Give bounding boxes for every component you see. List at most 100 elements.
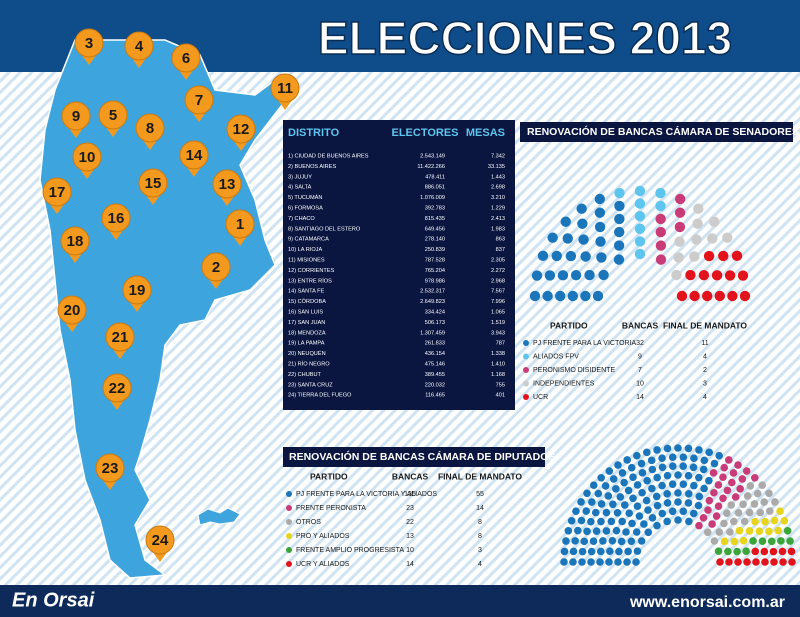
- seat: [684, 444, 693, 453]
- seat: [591, 508, 600, 517]
- table-cell: 10) LA RIOJA: [288, 247, 322, 253]
- seat: [653, 521, 661, 530]
- seat: [710, 459, 719, 468]
- seat: [634, 236, 646, 247]
- legend-ending: 4: [703, 353, 707, 360]
- seat: [598, 269, 609, 281]
- seat: [624, 547, 632, 556]
- pin: [270, 73, 300, 103]
- seat: [565, 250, 577, 262]
- legend-header: BANCAS: [622, 320, 659, 330]
- seat: [594, 489, 603, 498]
- legend-seats: 22: [406, 519, 414, 526]
- seat: [614, 213, 625, 225]
- seat: [674, 193, 686, 205]
- legend-header: PARTIDO: [550, 320, 588, 330]
- seat: [735, 526, 744, 535]
- table-header: DISTRITO: [288, 127, 340, 139]
- seat: [730, 517, 738, 526]
- seat: [634, 185, 646, 197]
- seat: [560, 547, 569, 556]
- pin-label: 15: [145, 175, 162, 192]
- seat: [685, 269, 696, 281]
- legend-ending: 8: [478, 533, 482, 540]
- seat: [736, 485, 744, 493]
- pin-label: 22: [109, 380, 126, 397]
- seat: [709, 469, 718, 477]
- seat: [629, 494, 637, 503]
- seat: [578, 558, 586, 566]
- table-cell: 1.065: [491, 309, 505, 315]
- seat: [755, 527, 764, 535]
- seat: [700, 456, 709, 465]
- seat: [609, 500, 617, 509]
- pin-label: 8: [146, 120, 154, 137]
- seat: [643, 476, 651, 485]
- seat: [679, 507, 688, 516]
- seat: [774, 526, 782, 535]
- seat: [560, 216, 571, 227]
- seat: [700, 484, 708, 493]
- islands: [197, 507, 241, 526]
- seat: [655, 226, 666, 238]
- seat: [731, 493, 740, 501]
- seat: [643, 448, 651, 457]
- pin-label: 2: [212, 259, 220, 276]
- seat: [640, 520, 648, 528]
- table-cell: 7.996: [491, 299, 505, 305]
- seat: [583, 527, 591, 536]
- seat: [597, 473, 605, 482]
- seat: [705, 476, 713, 485]
- table-cell: 389.455: [425, 372, 445, 378]
- table-cell: 22) CHUBUT: [288, 372, 322, 378]
- seat: [690, 481, 698, 490]
- table-cell: 436.154: [425, 351, 445, 357]
- pin-label: 23: [102, 460, 119, 477]
- seat: [743, 492, 752, 500]
- seat: [633, 502, 642, 510]
- seat: [703, 528, 712, 537]
- seat: [596, 252, 607, 263]
- seat: [705, 448, 713, 457]
- table-cell: 7) CHACO: [288, 216, 315, 222]
- seat: [594, 193, 606, 205]
- seat: [734, 558, 742, 566]
- seat: [692, 218, 703, 229]
- seat: [715, 528, 724, 536]
- seat: [719, 473, 727, 481]
- seat: [671, 269, 682, 281]
- seat: [674, 207, 686, 218]
- seat: [602, 527, 611, 535]
- seat: [699, 465, 708, 474]
- seat: [745, 508, 754, 517]
- seat: [570, 270, 582, 281]
- table-cell: 278.140: [425, 237, 445, 243]
- pin: [135, 113, 165, 143]
- seat: [595, 236, 606, 247]
- seat: [588, 498, 596, 506]
- seat: [771, 498, 779, 506]
- seat: [613, 254, 625, 265]
- seat: [695, 492, 704, 501]
- pin-label: 19: [129, 282, 146, 299]
- table-cell: 12) CORRIENTES: [288, 268, 335, 274]
- seat: [592, 290, 604, 302]
- seat: [731, 250, 743, 262]
- seat: [714, 290, 725, 302]
- pin: [226, 114, 256, 144]
- table-cell: 837: [496, 247, 505, 253]
- seat: [698, 270, 710, 281]
- pin-label: 5: [109, 107, 117, 124]
- table-cell: 250.839: [425, 247, 445, 253]
- seat: [634, 223, 646, 234]
- pin: [145, 525, 175, 555]
- seat: [753, 489, 762, 498]
- seat: [577, 218, 588, 229]
- seat: [574, 526, 582, 535]
- seat: [663, 499, 672, 507]
- table-cell: 15) CÓRDOBA: [288, 298, 326, 305]
- districts-table-bg: [283, 120, 515, 410]
- seat: [728, 478, 736, 487]
- table-cell: 401: [496, 393, 505, 399]
